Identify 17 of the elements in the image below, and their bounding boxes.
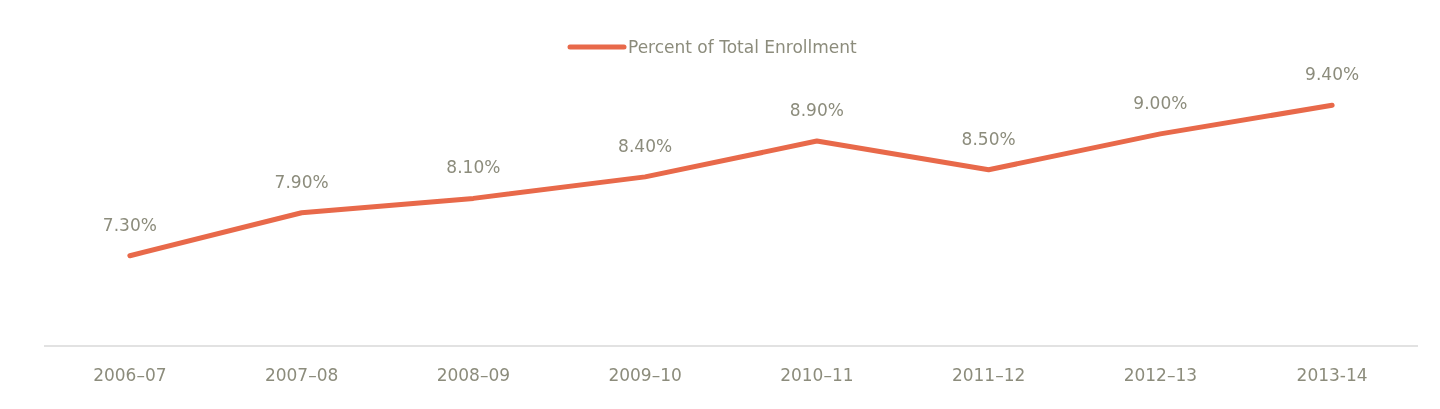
data-label: 7.30% [102,214,157,235]
x-tick-label: 2008–09 [436,365,511,385]
data-label: 8.40% [618,135,673,156]
data-label: 9.40% [1305,64,1360,85]
x-tick-label: 2009–10 [608,365,682,385]
x-tick-label: 2007–08 [264,365,339,385]
data-label: 9.00% [1133,92,1188,113]
x-tick-label: 2013-14 [1296,365,1368,385]
legend-label: Percent of Total Enrollment [628,37,858,57]
data-label: 8.90% [789,100,844,121]
data-label: 8.50% [961,128,1016,149]
data-label: 8.10% [446,157,501,178]
data-label: 7.90% [274,171,329,192]
x-tick-label: 2011–12 [951,365,1026,385]
x-tick-label: 2012–13 [1123,365,1198,385]
x-tick-label: 2006–07 [93,365,167,385]
x-tick-label: 2010–11 [780,365,854,385]
